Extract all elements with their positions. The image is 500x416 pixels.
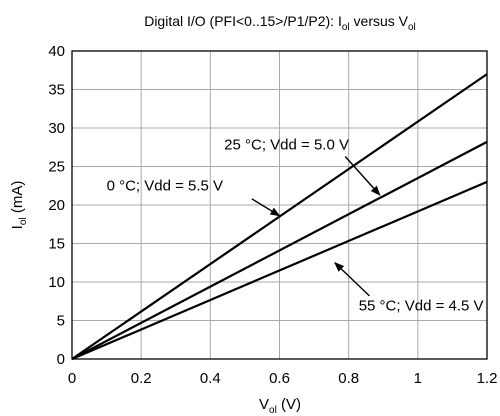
series-line-2 [71, 180, 488, 361]
series-label-arrow-0 [344, 156, 381, 196]
series-lines [71, 73, 488, 361]
y-tick-label: 35 [48, 82, 65, 99]
annotations: 25 °C; Vdd = 5.0 V 0 °C; Vdd = 5.5 V 55 °C… [107, 137, 484, 315]
x-tick-label: 1.2 [477, 370, 498, 387]
y-axis-label-unit: (mA) [9, 181, 26, 218]
y-tick-label: 5 [57, 313, 65, 330]
y-axis-label: Iol (mA) [9, 181, 29, 230]
series-label-2: 55 °C; Vdd = 4.5 V [359, 297, 484, 314]
plot-frame [71, 50, 488, 360]
chart-title-middle: versus V [350, 13, 409, 29]
y-tick-label: 30 [48, 120, 65, 137]
chart-title: Digital I/O (PFI<0..15>/P1/P2): Iol vers… [144, 13, 416, 33]
grid [72, 51, 487, 359]
x-tick-label: 1 [414, 370, 422, 387]
series-label-arrow-1 [251, 198, 281, 217]
chart-title-sub2: ol [408, 22, 416, 33]
y-axis-label-main: I [9, 225, 26, 229]
chart-title-prefix: Digital I/O (PFI<0..15>/P1/P2): I [144, 13, 342, 29]
x-axis-label-unit: (V) [277, 396, 301, 413]
series-label-0: 25 °C; Vdd = 5.0 V [224, 137, 349, 154]
x-axis-label-sub: ol [269, 405, 277, 416]
y-tick-label: 40 [48, 43, 65, 60]
x-axis-label-main: V [259, 396, 269, 413]
x-axis-label: Vol (V) [259, 396, 301, 416]
y-tick-labels: 0 5 10 15 20 25 30 35 40 [48, 43, 65, 368]
x-tick-label: 0.4 [200, 370, 221, 387]
y-tick-label: 15 [48, 236, 65, 253]
series-label-arrow-2 [334, 262, 370, 297]
y-tick-label: 20 [48, 197, 65, 214]
chart-title-sub1: ol [342, 22, 350, 33]
x-tick-label: 0 [68, 370, 76, 387]
series-label-1: 0 °C; Vdd = 5.5 V [107, 177, 223, 194]
y-tick-label: 10 [48, 274, 65, 291]
y-axis-label-sub: ol [18, 217, 29, 225]
x-tick-labels: 0 0.2 0.4 0.6 0.8 1 1.2 [68, 370, 498, 387]
series-line-0 [71, 73, 488, 360]
series-line-1 [71, 140, 488, 360]
x-tick-label: 0.2 [131, 370, 152, 387]
x-tick-label: 0.6 [269, 370, 290, 387]
y-tick-label: 25 [48, 159, 65, 176]
x-tick-label: 0.8 [338, 370, 359, 387]
y-tick-label: 0 [57, 351, 65, 368]
